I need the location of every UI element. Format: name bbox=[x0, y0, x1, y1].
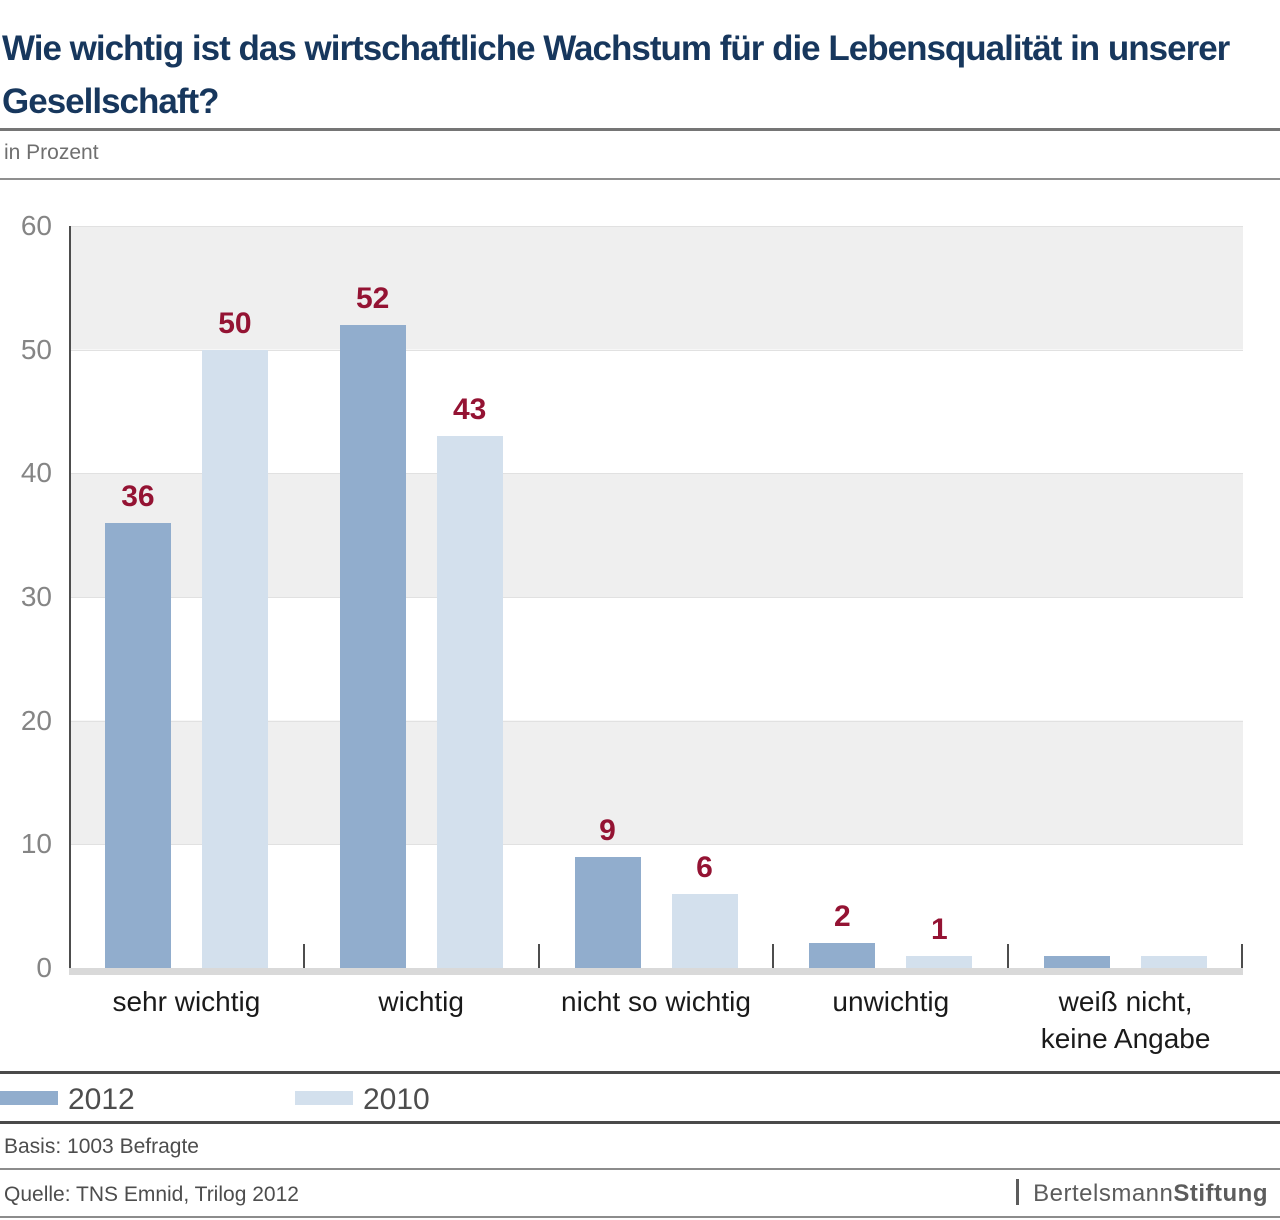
gridline-10 bbox=[69, 844, 1243, 846]
category-label-1: sehr wichtig bbox=[112, 986, 261, 1017]
x-axis-baseline bbox=[69, 968, 1243, 975]
legend-swatch-2010 bbox=[295, 1091, 353, 1105]
value-label-2012-3: 9 bbox=[599, 813, 616, 847]
bar-2012-2 bbox=[339, 324, 406, 968]
page-title: Wie wichtig ist das wirtschaftliche Wach… bbox=[2, 29, 1230, 121]
bar-2012-5 bbox=[1044, 955, 1111, 968]
category-boundary-tick-5 bbox=[1241, 944, 1243, 968]
basis-text: Basis: 1003 Befragte bbox=[4, 1135, 199, 1158]
bar-2010-4 bbox=[906, 955, 973, 968]
separator-below-title bbox=[0, 128, 1280, 131]
bar-chart: 36 50 52 43 9 6 2 1 0 10 20 30 40 50 60 sehr wichtig wi… bbox=[0, 193, 1280, 1071]
bar-2010-2 bbox=[436, 436, 503, 968]
value-label-2010-3: 6 bbox=[696, 850, 713, 884]
bar-2012-1 bbox=[104, 522, 171, 968]
y-tick-label-50: 50 bbox=[20, 333, 52, 365]
bar-2010-1 bbox=[201, 349, 268, 968]
legend-swatch-2012 bbox=[0, 1091, 58, 1105]
source-row: Quelle: TNS Emnid, Trilog 2012 Bertelsma… bbox=[0, 1168, 1280, 1218]
gridline-30 bbox=[69, 597, 1243, 598]
unit-label: in Prozent bbox=[4, 141, 99, 164]
y-tick-label-40: 40 bbox=[20, 457, 52, 489]
separator-below-unit bbox=[0, 178, 1280, 180]
logo-name: Bertelsmann bbox=[1033, 1180, 1174, 1207]
logo-bar-icon bbox=[1016, 1179, 1020, 1205]
basis-row: Basis: 1003 Befragte bbox=[0, 1121, 1280, 1168]
y-tick-label-0: 0 bbox=[36, 952, 52, 983]
bar-2012-4 bbox=[809, 943, 876, 968]
bar-2010-3 bbox=[671, 893, 738, 968]
category-boundary-tick-3 bbox=[772, 944, 775, 968]
bar-2012-3 bbox=[574, 856, 641, 968]
y-tick-label-20: 20 bbox=[20, 704, 52, 736]
category-label-5: weiß nicht, keine Angabe bbox=[1040, 986, 1211, 1054]
category-boundary-tick-4 bbox=[1007, 944, 1010, 968]
value-label-2012-1: 36 bbox=[121, 479, 155, 513]
y-axis-line bbox=[69, 226, 71, 968]
value-label-2010-2: 43 bbox=[453, 393, 487, 427]
source-text: Quelle: TNS Emnid, Trilog 2012 bbox=[4, 1183, 299, 1206]
gridline-60 bbox=[69, 226, 1243, 227]
y-tick-label-30: 30 bbox=[20, 581, 52, 612]
category-label-3: nicht so wichtig bbox=[561, 986, 751, 1017]
value-label-2010-1: 50 bbox=[218, 306, 252, 340]
plot-area: 36 50 52 43 9 6 2 1 bbox=[69, 226, 1243, 968]
gridline-40 bbox=[69, 473, 1243, 475]
category-label-4: unwichtig bbox=[832, 986, 950, 1017]
value-label-2012-4: 2 bbox=[833, 900, 851, 934]
bertelsmann-stiftung-logo: BertelsmannStiftung bbox=[1016, 1179, 1268, 1211]
gridline-50 bbox=[69, 349, 1243, 351]
legend-label-2012: 2012 bbox=[68, 1083, 135, 1116]
category-label-2: wichtig bbox=[378, 986, 464, 1017]
category-boundary-tick-1 bbox=[302, 944, 305, 968]
value-label-2012-2: 52 bbox=[356, 281, 390, 315]
category-boundary-tick-2 bbox=[537, 944, 540, 968]
bar-2010-5 bbox=[1141, 955, 1208, 968]
legend: 2012 2010 bbox=[0, 1071, 1280, 1121]
gridline-20 bbox=[69, 720, 1243, 722]
y-tick-label-10: 10 bbox=[20, 828, 52, 860]
y-tick-label-60: 60 bbox=[20, 210, 52, 241]
legend-label-2010: 2010 bbox=[363, 1083, 430, 1116]
value-label-2010-4: 1 bbox=[930, 912, 948, 946]
logo-suffix: Stiftung bbox=[1173, 1180, 1268, 1207]
